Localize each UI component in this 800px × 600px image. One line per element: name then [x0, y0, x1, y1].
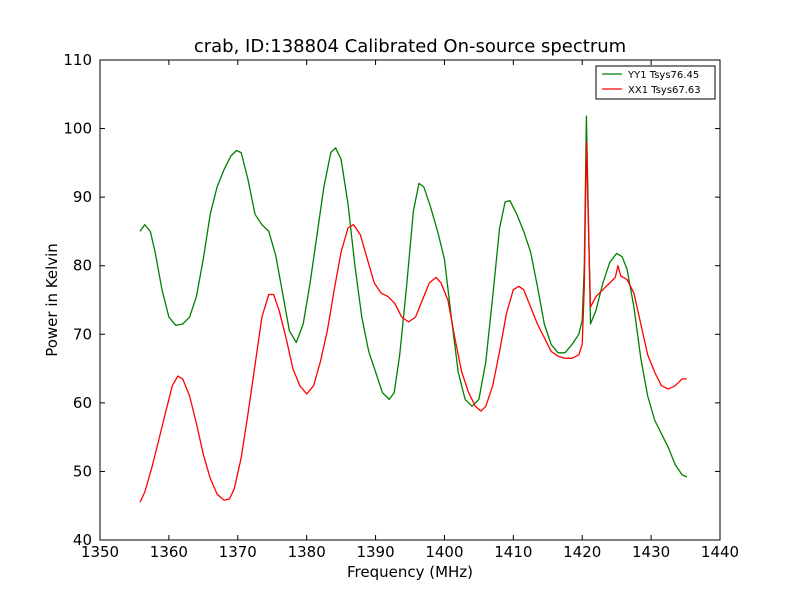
x-axis-label: Frequency (MHz) [347, 563, 473, 581]
x-tick-label: 1370 [219, 543, 257, 561]
x-tick-label: 1420 [563, 543, 601, 561]
y-tick-label: 50 [73, 462, 92, 480]
x-tick-label: 1440 [701, 543, 739, 561]
x-tick-label: 1430 [632, 543, 670, 561]
x-tick-label: 1360 [150, 543, 188, 561]
x-tick-label: 1390 [356, 543, 394, 561]
x-tick-label: 1400 [425, 543, 463, 561]
y-tick-label: 110 [63, 51, 92, 69]
chart-title: crab, ID:138804 Calibrated On-source spe… [194, 36, 626, 57]
series-line-yy1 [139, 115, 688, 478]
x-tick-label: 1410 [494, 543, 532, 561]
legend: YY1 Tsys76.45 XX1 Tsys67.63 [595, 65, 716, 100]
x-tick-label: 1350 [81, 543, 119, 561]
legend-label-yy1: YY1 Tsys76.45 [627, 70, 699, 81]
legend-box [595, 65, 716, 100]
y-tick-label: 90 [73, 188, 92, 206]
y-tick-label: 80 [73, 257, 92, 275]
legend-label-xx1: XX1 Tsys67.63 [628, 85, 701, 96]
x-tick-label: 1380 [288, 543, 326, 561]
y-tick-label: 100 [63, 120, 92, 138]
series-line-xx1 [139, 141, 687, 503]
y-axis-label: Power in Kelvin [43, 243, 61, 357]
y-tick-label: 70 [73, 325, 92, 343]
plot-frame [99, 59, 721, 541]
series-layer [139, 115, 688, 503]
y-tick-label: 60 [73, 394, 92, 412]
y-tick-label: 40 [73, 531, 92, 549]
ticks-layer: 1350 1360 1370 1380 1390 1400 1410 1420 1430 1440… [63, 51, 739, 561]
